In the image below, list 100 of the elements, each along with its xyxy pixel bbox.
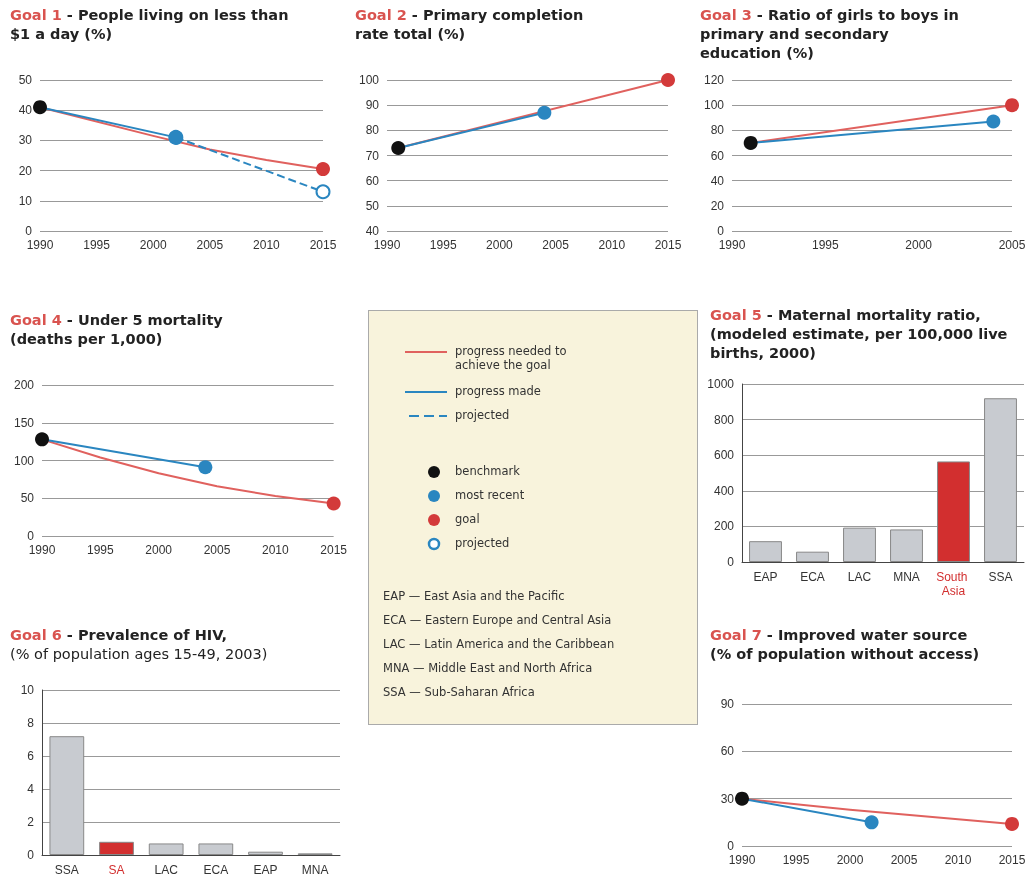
x-tick-label: 2010 — [253, 238, 281, 252]
y-tick-label: 120 — [703, 73, 725, 87]
y-tick-label: 100 — [703, 98, 725, 113]
y-tick-label: 30 — [720, 791, 735, 806]
y-tick-label: 0 — [27, 848, 35, 862]
y-tick-label: 0 — [727, 555, 735, 569]
y-tick-label: 800 — [713, 412, 735, 427]
x-tick-label: ECA — [203, 863, 229, 877]
x-tick-label: 1995 — [429, 238, 457, 252]
x-tick-label: 2015 — [320, 543, 348, 557]
x-tick-label: MNA — [301, 863, 329, 877]
y-tick-label: 30 — [18, 133, 33, 148]
y-tick-label: 6 — [27, 749, 35, 763]
x-tick-label: MNA — [893, 570, 920, 584]
y-tick-label: 70 — [365, 148, 380, 163]
x-tick-label: 2005 — [196, 238, 224, 252]
y-tick-label: 0 — [717, 224, 725, 238]
x-tick-label: 2005 — [890, 853, 918, 867]
y-tick-label: 10 — [20, 683, 35, 697]
x-tick-label: 2010 — [944, 853, 972, 867]
x-tick-label: 2000 — [145, 543, 173, 557]
text: LAC — Latin America and the Caribbean — [383, 637, 615, 651]
y-tick-label: 80 — [365, 123, 380, 138]
y-tick-label: 600 — [713, 448, 735, 463]
y-tick-label: 40 — [18, 103, 33, 118]
y-tick-label: 10 — [18, 193, 33, 208]
chart-subtitle: (% of population ages 15-49, 2003) — [10, 646, 268, 662]
y-tick-label: 20 — [18, 163, 33, 178]
text: progress made — [455, 384, 542, 398]
x-tick-label: LAC — [154, 863, 179, 877]
y-tick-label: 60 — [710, 148, 725, 163]
x-tick-label: 1995 — [83, 238, 111, 252]
x-tick-label: 2010 — [598, 238, 626, 252]
y-tick-label: 4 — [27, 782, 35, 796]
chart-title: Goal 2 - Primary completion rate total (%) — [355, 6, 585, 44]
text: SSA — Sub-Saharan Africa — [383, 685, 535, 699]
x-tick-label: ECA — [800, 570, 825, 584]
y-tick-label: 8 — [27, 716, 35, 730]
x-tick-label: 2000 — [139, 238, 167, 252]
y-tick-label: 90 — [365, 98, 380, 113]
x-tick-label: 1995 — [782, 853, 810, 867]
chart-title: Goal 6 - Prevalence of HIV, — [10, 627, 228, 643]
y-tick-label: 20 — [710, 198, 725, 213]
x-tick-label: 1990 — [718, 238, 746, 252]
y-tick-label: 100 — [13, 453, 35, 468]
x-tick-label: 1990 — [373, 238, 401, 252]
y-tick-label: 100 — [358, 73, 380, 87]
y-tick-label: 50 — [365, 198, 380, 213]
x-tick-label: 1995 — [86, 543, 114, 557]
y-tick-label: 200 — [713, 519, 735, 534]
y-tick-label: 40 — [365, 224, 380, 238]
y-tick-label: 60 — [365, 173, 380, 188]
y-tick-label: 2 — [27, 815, 35, 829]
y-tick-label: 1000 — [707, 377, 735, 391]
x-tick-label: 2000 — [836, 853, 864, 867]
chart-title: Goal 7 - Improved water source (% of population without access) — [710, 626, 981, 664]
text: progress needed to achieve the goal — [455, 344, 568, 372]
x-tick-label: South Asia — [936, 570, 971, 598]
y-tick-label: 40 — [710, 173, 725, 188]
x-tick-label: LAC — [847, 570, 872, 584]
chart-title: Goal 5 - Maternal mortality ratio, (modeled estimate, per 100,000 live births, 2000) — [710, 306, 1009, 363]
y-tick-label: 400 — [713, 483, 735, 498]
text: goal — [455, 512, 480, 526]
x-tick-label: 2005 — [998, 238, 1026, 252]
text: most recent — [455, 488, 525, 502]
text: benchmark — [455, 464, 520, 478]
x-tick-label: 2000 — [486, 238, 514, 252]
x-tick-label: EAP — [253, 863, 278, 877]
x-tick-label: 1990 — [28, 543, 56, 557]
x-tick-label: 2000 — [905, 238, 933, 252]
y-tick-label: 0 — [25, 224, 33, 238]
x-tick-label: SSA — [988, 570, 1013, 584]
x-tick-label: 2010 — [261, 543, 289, 557]
x-tick-label: SSA — [54, 863, 79, 877]
y-tick-label: 60 — [720, 744, 735, 759]
text: projected — [455, 408, 511, 422]
x-tick-label: SA — [108, 863, 125, 877]
chart-title: Goal 1 - People living on less than $1 a day (%) — [10, 6, 290, 44]
x-tick-label: 2005 — [203, 543, 231, 557]
x-tick-label: 2015 — [654, 238, 682, 252]
y-tick-label: 150 — [13, 415, 35, 430]
y-tick-label: 50 — [18, 73, 33, 87]
y-tick-label: 200 — [13, 378, 35, 392]
y-tick-label: 0 — [27, 529, 35, 543]
x-tick-label: EAP — [753, 570, 778, 584]
text: projected — [455, 536, 510, 550]
y-tick-label: 0 — [727, 839, 735, 853]
x-tick-label: 1990 — [728, 853, 756, 867]
x-tick-label: 1990 — [26, 238, 54, 252]
x-tick-label: 2005 — [542, 238, 570, 252]
text: MNA — Middle East and North Africa — [383, 661, 593, 675]
y-tick-label: 80 — [710, 123, 725, 138]
x-tick-label: 1995 — [811, 238, 839, 252]
y-tick-label: 50 — [20, 491, 35, 506]
x-tick-label: 2015 — [309, 238, 337, 252]
chart-title: Goal 4 - Under 5 mortality (deaths per 1,000) — [10, 311, 224, 349]
text: ECA — Eastern Europe and Central Asia — [383, 613, 612, 627]
y-tick-label: 90 — [720, 697, 735, 711]
text: EAP — East Asia and the Pacific — [383, 589, 565, 603]
x-tick-label: 2015 — [998, 853, 1026, 867]
